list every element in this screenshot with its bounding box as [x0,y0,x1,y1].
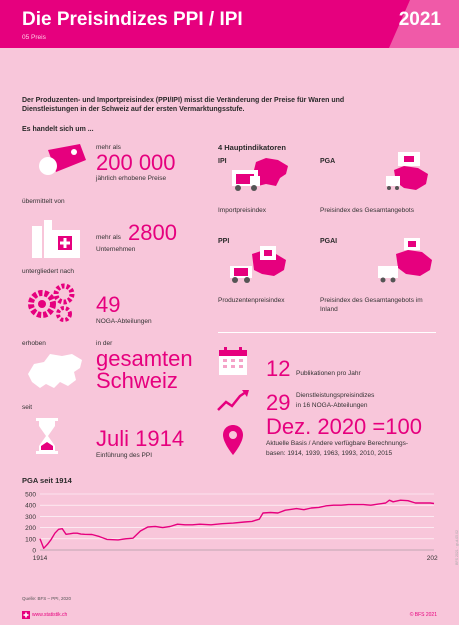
import-truck-icon [232,158,288,191]
publications-value: 12 [266,356,291,381]
calendar-icon [219,347,247,375]
indicator-name-ipi: Importpreisindex [218,207,267,214]
year-label: 2021 [398,9,441,30]
footer-copyright: © BFS 2021 [409,612,437,618]
footer: www.statistik.ch © BFS 2021 [0,606,459,625]
since-label: seit [22,404,33,411]
series-line-pga [39,499,435,549]
lead-text: Es handelt sich um ... [22,126,94,133]
publications-text: Publikationen pro Jahr [296,370,361,377]
noga-value: 49 [96,292,121,317]
indicators-title: 4 Hauptindikatoren [218,143,286,152]
x-tick-label: 1914 [33,555,48,562]
basis-text-2: basen: 1914, 1939, 1963, 1993, 2010, 201… [266,450,393,457]
basis-value: Dez. 2020 =100 [266,414,422,439]
swiss-cross-icon [22,611,30,619]
region-label: erhoben [22,340,46,347]
page-title: Die Preisindizes PPI / IPI [22,9,243,30]
producer-icon [230,246,286,283]
companies-label: übermittelt von [22,198,65,205]
prices-post: jährlich erhobene Preise [96,175,167,182]
location-pin-icon [223,425,243,455]
y-tick-label: 500 [25,492,36,499]
y-tick-label: 300 [25,514,36,521]
companies-pre: mehr als [96,234,121,241]
page-subtitle: 05 Preis [22,34,46,41]
y-tick-label: 0 [32,548,36,555]
noga-post: NOGA-Abteilungen [96,318,152,325]
source-note: Quelle: BFS – PPI, 2020 [22,596,72,601]
y-tick-label: 200 [25,525,36,532]
intro-text: Der Produzenten- und Importpreisindex (P… [22,97,345,113]
header-bar: Die Preisindizes PPI / IPI 05 Preis 2021 [0,0,459,48]
companies-value: 2800 [128,220,177,245]
supply-icon [386,152,428,190]
since-value: Juli 1914 [96,426,185,451]
hourglass-icon [36,418,58,454]
factory-icon [32,220,80,258]
prices-pre: mehr als [96,144,121,151]
price-tag-icon [39,144,86,175]
indicator-code-pgai: PGAI [320,238,338,245]
services-text-2: in 16 NOGA-Abteilungen [296,402,368,409]
indicator-name-pgai: Preisindex des Gesamtangebots im Inland [320,297,423,313]
region-pre: in der [96,340,113,347]
indicator-code-ipi: IPI [218,158,227,165]
domestic-supply-icon [378,238,432,283]
chart-title: PGA seit 1914 [22,476,72,485]
indicator-code-pga: PGA [320,158,336,165]
indicator-name-ppi: Produzentenpreisindex [218,297,285,304]
x-tick-label: 2020 [427,555,438,562]
prices-value: 200 000 [96,150,176,175]
region-value-2: Schweiz [96,368,178,393]
indicator-code-ppi: PPI [218,238,230,245]
side-note: BFS 2021 · gr-d-05.02 [455,530,459,565]
y-tick-label: 100 [25,536,36,543]
services-text-1: Dienstleistungspreisindizes [296,392,375,399]
services-value: 29 [266,390,291,415]
basis-text-1: Aktuelle Basis / Andere verfügbare Berec… [266,440,409,447]
pga-line-chart: 0 100 200 300 400 500 1914 2020 [25,492,438,563]
indicators-divider [218,332,436,333]
trend-icon [217,390,249,411]
region-value-1: gesamten [96,346,193,371]
since-post: Einführung des PPI [96,452,153,459]
switzerland-map-icon [28,354,82,388]
y-tick-label: 400 [25,503,36,510]
noga-label: untergliedert nach [22,268,75,275]
companies-post: Unternehmen [96,246,136,253]
indicator-name-pga: Preisindex des Gesamtangebots [320,207,414,214]
footer-url[interactable]: www.statistik.ch [32,612,68,618]
gears-icon [28,283,75,322]
